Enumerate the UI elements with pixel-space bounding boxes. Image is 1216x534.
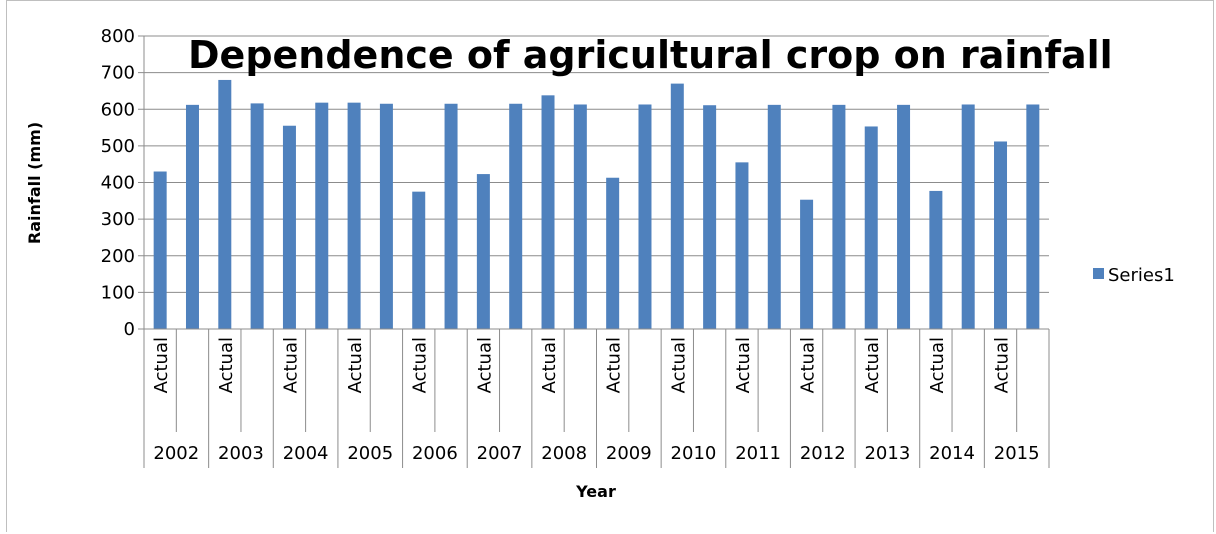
x-sub-label: Actual [280,337,301,393]
chart-frame [6,0,1214,532]
x-sub-label: Actual [798,337,819,393]
bar [282,125,296,329]
x-sub-label: Actual [216,337,237,393]
x-axis-title: Year [575,482,616,501]
x-group-label: 2012 [800,443,846,464]
bar [994,141,1008,329]
bar [897,104,911,329]
bar [961,104,975,330]
bar [379,103,393,329]
x-sub-label: Actual [992,337,1013,393]
x-sub-label: Actual [862,337,883,393]
gridlines [144,35,1049,330]
bar [444,103,458,329]
bar [800,199,814,329]
x-group-label: 2005 [347,443,393,464]
y-tick-label: 400 [101,173,135,194]
x-sub-label: Actual [604,337,625,393]
y-tick-label: 700 [101,63,135,84]
x-group-label: 2011 [735,443,781,464]
y-tick-label: 500 [101,136,135,157]
x-group-label: 2010 [671,443,717,464]
y-tick-label: 100 [101,282,135,303]
x-group-label: 2009 [606,443,652,464]
bars [153,79,1040,330]
y-tick-label: 600 [101,99,135,120]
x-sub-label: Actual [345,337,366,393]
bar [638,104,652,330]
bar [670,83,684,329]
bar [929,190,943,329]
bar [412,191,426,329]
x-sub-label: Actual [474,337,495,393]
x-group-label: 2014 [929,443,975,464]
x-axis: Actual Actual Actual Actual Actual Actual Actu… [143,328,1050,468]
bar [218,79,232,329]
y-tick-label: 0 [124,319,135,340]
x-sub-label: Actual [668,337,689,393]
x-group-label: 2007 [477,443,523,464]
bar [250,103,264,329]
bar [153,171,167,329]
bar [735,162,749,329]
bar [573,104,587,330]
bar [832,104,846,329]
chart-title: Dependence of agricultural crop on rainf… [188,33,1113,77]
x-group-label: 2003 [218,443,264,464]
y-tick-label: 200 [101,246,135,267]
bar [347,102,361,329]
x-sub-label: Actual [151,337,172,393]
x-group-label: 2002 [153,443,199,464]
legend-swatch [1093,268,1104,279]
x-sub-label: Actual [927,337,948,393]
x-group-label: 2015 [994,443,1040,464]
x-sub-label: Actual [410,337,431,393]
bar [606,177,620,329]
x-group-label: 2013 [864,443,910,464]
x-sub-label: Actual [539,337,560,393]
bar [509,103,523,329]
x-group-label: 2004 [283,443,329,464]
y-tick-label: 300 [101,209,135,230]
bar [476,174,490,329]
x-group-label: 2006 [412,443,458,464]
bar [315,102,329,329]
legend: Series1 [1093,265,1175,286]
bar [185,104,199,329]
bar [767,104,781,329]
y-axis-ticks: 0 100 200 300 400 500 600 700 800 [101,26,145,340]
bar [541,95,555,330]
y-axis-title: Rainfall (mm) [25,122,44,244]
x-group-label: 2008 [541,443,587,464]
x-sub-label: Actual [733,337,754,393]
bar [703,105,717,329]
y-tick-label: 800 [101,26,135,47]
bar [864,126,878,330]
legend-label: Series1 [1108,265,1175,286]
bar [1026,104,1040,330]
